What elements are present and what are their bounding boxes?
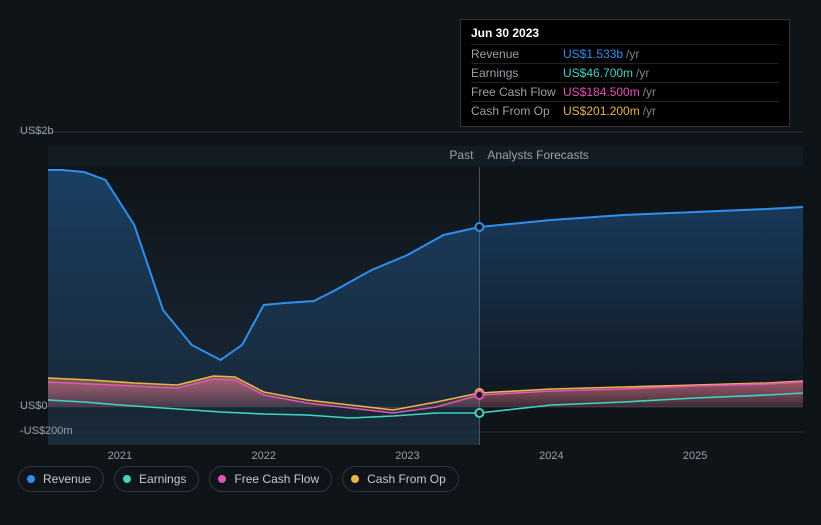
tooltip-row-value: US$184.500m [563, 85, 640, 99]
tooltip-row: Free Cash FlowUS$184.500m/yr [471, 82, 779, 101]
chart-legend: Revenue Earnings Free Cash Flow Cash From O… [18, 466, 459, 492]
x-axis-label: 2025 [683, 450, 707, 462]
legend-item-label: Revenue [43, 472, 91, 486]
tooltip-row-value: US$201.200m [563, 104, 640, 118]
legend-item-label: Free Cash Flow [234, 472, 319, 486]
legend-item[interactable]: Earnings [114, 466, 199, 492]
x-axis-label: 2023 [395, 450, 419, 462]
tooltip-row-unit: /yr [643, 104, 656, 118]
tooltip-row-label: Earnings [471, 66, 563, 80]
tooltip-row-unit: /yr [626, 47, 639, 61]
tooltip-row-label: Revenue [471, 47, 563, 61]
tooltip-title: Jun 30 2023 [471, 26, 779, 44]
legend-item[interactable]: Cash From Op [342, 466, 459, 492]
x-axis-label: 2024 [539, 450, 563, 462]
legend-item-label: Earnings [139, 472, 186, 486]
tooltip-row-value: US$1.533b [563, 47, 623, 61]
past-section-label: Past [449, 148, 473, 162]
forecast-section-label: Analysts Forecasts [487, 148, 588, 162]
y-axis-label: -US$200m [20, 425, 73, 437]
tooltip-row-unit: /yr [636, 66, 649, 80]
tooltip-row-label: Free Cash Flow [471, 85, 563, 99]
x-axis-label: 2021 [108, 450, 132, 462]
legend-item[interactable]: Revenue [18, 466, 104, 492]
legend-dot-icon [123, 475, 131, 483]
financials-timeseries-chart: US$2b US$0 -US$200m Past Analysts Forecast… [18, 0, 803, 525]
chart-tooltip: Jun 30 2023 RevenueUS$1.533b/yrEarningsU… [460, 19, 790, 127]
tooltip-row: RevenueUS$1.533b/yr [471, 44, 779, 63]
tooltip-row-value: US$46.700m [563, 66, 633, 80]
legend-dot-icon [218, 475, 226, 483]
legend-item-label: Cash From Op [367, 472, 446, 486]
legend-dot-icon [351, 475, 359, 483]
tooltip-row-unit: /yr [643, 85, 656, 99]
y-axis-label: US$2b [20, 125, 54, 137]
legend-dot-icon [27, 475, 35, 483]
tooltip-row-label: Cash From Op [471, 104, 563, 118]
x-axis-label: 2022 [251, 450, 275, 462]
y-axis-label: US$0 [20, 400, 48, 412]
legend-item[interactable]: Free Cash Flow [209, 466, 332, 492]
tooltip-row: EarningsUS$46.700m/yr [471, 63, 779, 82]
tooltip-row: Cash From OpUS$201.200m/yr [471, 101, 779, 120]
